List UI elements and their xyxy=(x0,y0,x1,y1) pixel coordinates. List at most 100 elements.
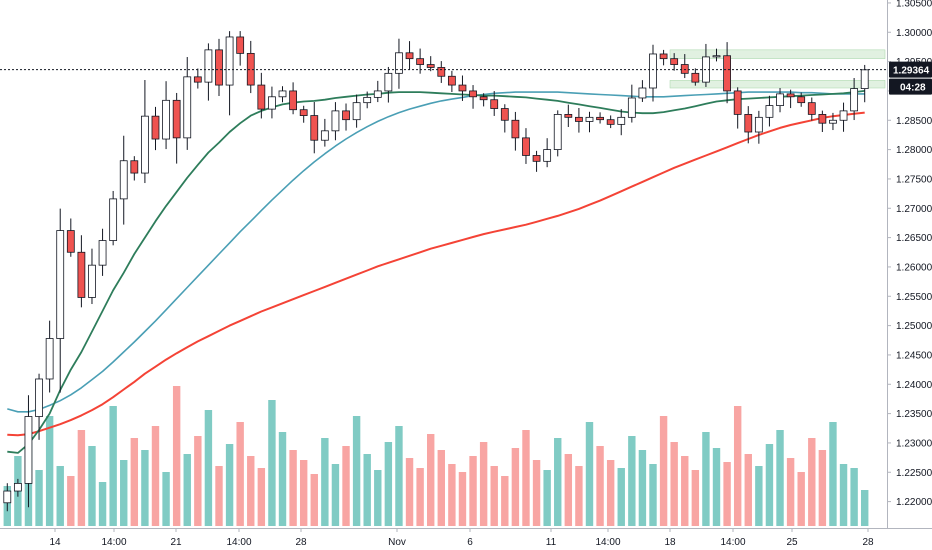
candle xyxy=(723,42,731,104)
zones-layer xyxy=(669,49,886,89)
volume-bar xyxy=(649,464,657,526)
volume-bar xyxy=(141,450,149,526)
price-tick-label: 1.28500 xyxy=(896,116,932,127)
volume-bar xyxy=(172,386,181,526)
candle-body xyxy=(183,76,192,139)
candle-body xyxy=(553,114,562,151)
volume-bar xyxy=(670,442,678,526)
candle xyxy=(733,87,742,129)
candle-body xyxy=(24,416,33,484)
candle-body xyxy=(744,114,753,133)
candle xyxy=(162,81,170,150)
price-tick-label: 1.22000 xyxy=(896,497,932,508)
volume-bar xyxy=(554,438,562,526)
price-tick-label: 1.24000 xyxy=(896,380,932,391)
time-tick-label: 14:00 xyxy=(595,537,620,548)
bar-countdown-tag xyxy=(889,78,932,95)
candle-body xyxy=(172,99,181,139)
candle-body xyxy=(13,483,22,492)
volume-bar xyxy=(130,438,139,526)
candle-body xyxy=(88,264,96,298)
candle xyxy=(236,31,245,66)
volume-bar xyxy=(458,472,467,526)
price-tick-label: 1.28000 xyxy=(896,145,932,156)
volume-bar xyxy=(310,474,318,526)
volume-bar xyxy=(797,472,805,526)
candle-body xyxy=(638,87,647,99)
candle xyxy=(850,78,859,121)
candle xyxy=(109,190,118,246)
candle-body xyxy=(77,251,86,298)
candle xyxy=(3,483,12,512)
volume-bar xyxy=(321,438,329,526)
candle-body xyxy=(141,115,149,174)
volume-bar xyxy=(723,462,731,526)
candle-body xyxy=(479,96,488,101)
price-tick-label: 1.30000 xyxy=(896,28,932,39)
candle-body xyxy=(860,69,869,89)
candle-body xyxy=(35,378,43,417)
price-tick-label: 1.22500 xyxy=(896,468,932,479)
candle-body xyxy=(45,338,54,380)
volume-bar xyxy=(67,476,75,526)
bar-countdown-value: 04:28 xyxy=(900,83,926,94)
volume-bar xyxy=(733,406,742,526)
volume-bar xyxy=(374,470,382,526)
candle xyxy=(119,135,128,225)
volume-bar xyxy=(342,446,350,526)
candle xyxy=(289,82,297,115)
volume-bar xyxy=(109,406,117,526)
candle-body xyxy=(818,114,827,124)
time-tick-label: 18 xyxy=(664,537,676,548)
candle-body xyxy=(765,105,774,118)
candle xyxy=(754,110,763,144)
volume-bar xyxy=(628,436,636,526)
moving-average-slow-line xyxy=(7,111,865,437)
candle xyxy=(596,112,604,124)
time-axis[interactable]: 14 14:00 21 14:00 28 Nov 6 11 14:00 18 14:00 25 28 xyxy=(49,528,874,548)
candle-body xyxy=(776,93,784,107)
candle-body xyxy=(257,84,266,110)
candle-body xyxy=(416,58,425,65)
time-tick-label: Nov xyxy=(388,537,406,548)
volume-bar xyxy=(808,438,816,526)
candle xyxy=(575,108,583,133)
candle xyxy=(807,97,816,121)
candle xyxy=(606,115,615,129)
candle-body xyxy=(829,119,837,124)
support-resistance-zone xyxy=(669,49,886,59)
volume-bar xyxy=(384,442,393,526)
candle-body xyxy=(98,240,107,266)
candle xyxy=(649,44,657,102)
candle-body xyxy=(532,155,541,162)
candle xyxy=(98,228,107,276)
candle-body xyxy=(299,109,308,116)
candle-body xyxy=(384,72,393,92)
volume-bar xyxy=(35,470,43,526)
volume-bar xyxy=(194,436,202,526)
candle-body xyxy=(352,102,361,121)
candle-body xyxy=(130,160,139,174)
candle xyxy=(532,150,541,172)
candles-layer xyxy=(3,31,869,512)
candle xyxy=(204,43,213,101)
candle-body xyxy=(575,116,583,122)
candle xyxy=(500,104,509,133)
candle xyxy=(246,40,255,94)
candle-body xyxy=(310,115,319,141)
price-tick-label: 1.26000 xyxy=(896,262,932,273)
candle xyxy=(522,128,530,164)
volume-bar xyxy=(268,400,276,526)
candle xyxy=(712,48,721,62)
candle xyxy=(331,102,340,141)
candle xyxy=(437,61,446,83)
candle-body xyxy=(754,116,763,133)
time-tick-label: 14:00 xyxy=(226,537,251,548)
candle xyxy=(278,86,287,103)
volume-bar xyxy=(416,468,424,526)
candle-body xyxy=(66,230,75,253)
volume-bar xyxy=(691,470,700,526)
moving-averages-layer xyxy=(7,90,865,454)
volume-bar xyxy=(77,430,86,526)
